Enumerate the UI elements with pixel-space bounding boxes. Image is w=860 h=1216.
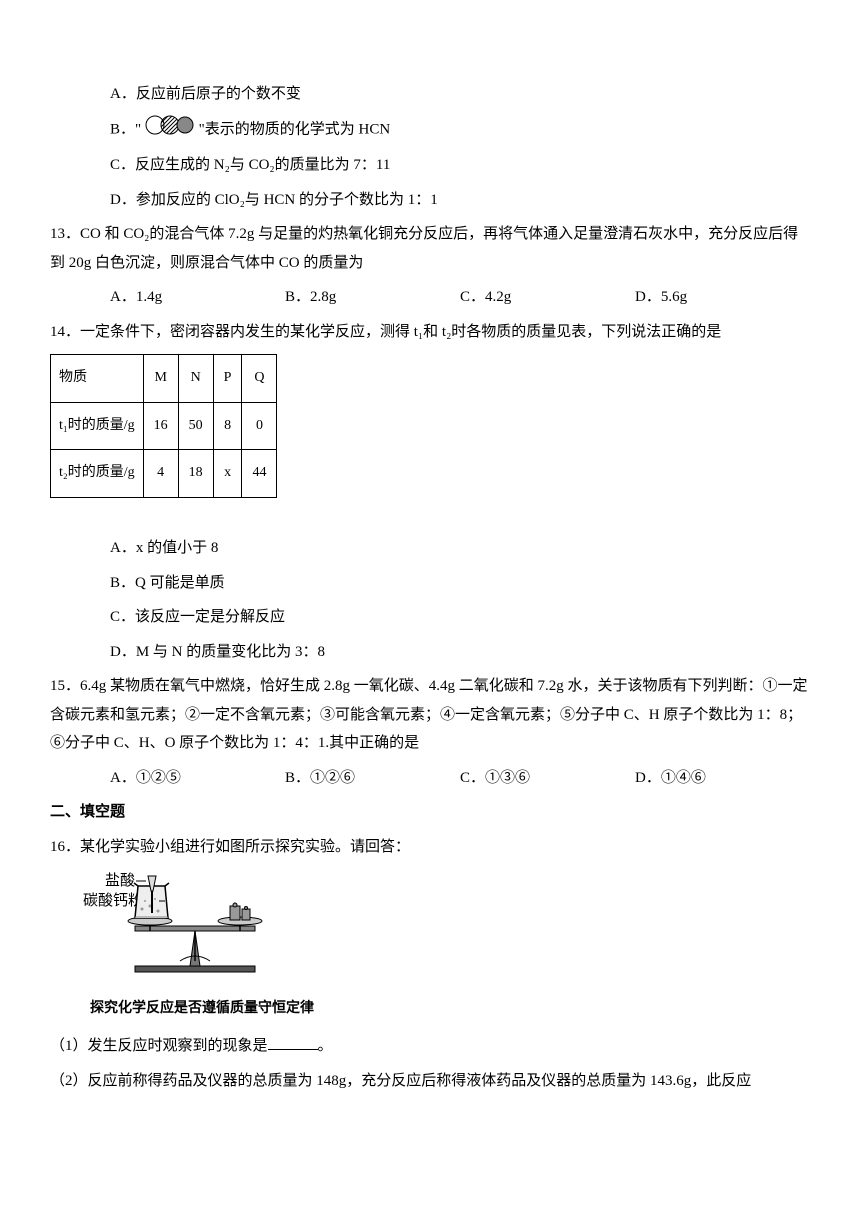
q15-opt-b: B．①②⑥ bbox=[285, 764, 460, 793]
q15-opt-a: A．①②⑤ bbox=[110, 764, 285, 793]
molecule-icon bbox=[145, 115, 195, 146]
q13-opt-d: D．5.6g bbox=[635, 283, 810, 312]
q12-option-b: B．" "表示的物质的化学式为 HCN bbox=[50, 115, 810, 146]
table-cell: N bbox=[178, 355, 213, 403]
table-row: t₂时的质量/g 4 18 x 44 bbox=[51, 450, 277, 498]
q16-text: 16．某化学实验小组进行如图所示探究实验。请回答： bbox=[50, 833, 810, 862]
q14-option-d: D．M 与 N 的质量变化比为 3：8 bbox=[50, 638, 810, 667]
q14-option-c: C．该反应一定是分解反应 bbox=[50, 603, 810, 632]
table-row: t₁时的质量/g 16 50 8 0 bbox=[51, 402, 277, 450]
q12-option-a: A．反应前后原子的个数不变 bbox=[50, 80, 810, 109]
q16-sub1-suffix: 。 bbox=[318, 1038, 333, 1054]
blank-field bbox=[268, 1034, 318, 1050]
q16-diagram: 盐酸 碳酸钙粉末 探究 bbox=[80, 871, 810, 1022]
q13-options: A．1.4g B．2.8g C．4.2g D．5.6g bbox=[50, 283, 810, 312]
table-cell: 18 bbox=[178, 450, 213, 498]
q12-option-d: D．参加反应的 ClO₂与 HCN 的分子个数比为 1：1 bbox=[50, 186, 810, 215]
table-cell: 16 bbox=[143, 402, 178, 450]
q12-optb-suffix: "表示的物质的化学式为 HCN bbox=[199, 121, 391, 137]
q13-text: 13．CO 和 CO₂的混合气体 7.2g 与足量的灼热氧化铜充分反应后，再将气… bbox=[50, 220, 810, 277]
table-cell: 50 bbox=[178, 402, 213, 450]
q15-options: A．①②⑤ B．①②⑥ C．①③⑥ D．①④⑥ bbox=[50, 764, 810, 793]
q15-opt-d: D．①④⑥ bbox=[635, 764, 810, 793]
table-cell: x bbox=[213, 450, 242, 498]
acid-label: 盐酸 bbox=[105, 872, 135, 889]
q15-text: 15．6.4g 某物质在氧气中燃烧，恰好生成 2.8g 一氧化碳、4.4g 二氧… bbox=[50, 672, 810, 758]
table-cell: P bbox=[213, 355, 242, 403]
table-header: t₂时的质量/g bbox=[51, 450, 144, 498]
table-cell: Q bbox=[242, 355, 277, 403]
q15-opt-c: C．①③⑥ bbox=[460, 764, 635, 793]
q14-table: 物质 M N P Q t₁时的质量/g 16 50 8 0 t₂时的质量/g 4… bbox=[50, 354, 277, 498]
q12-option-c: C．反应生成的 N₂与 CO₂的质量比为 7：11 bbox=[50, 151, 810, 180]
q16-sub2: （2）反应前称得药品及仪器的总质量为 148g，充分反应后称得液体药品及仪器的总… bbox=[50, 1067, 810, 1096]
q13-opt-b: B．2.8g bbox=[285, 283, 460, 312]
table-cell: 0 bbox=[242, 402, 277, 450]
q14-option-a: A．x 的值小于 8 bbox=[50, 534, 810, 563]
table-cell: M bbox=[143, 355, 178, 403]
q14-text: 14．一定条件下，密闭容器内发生的某化学反应，测得 t₁和 t₂时各物质的质量见… bbox=[50, 318, 810, 347]
q13-opt-a: A．1.4g bbox=[110, 283, 285, 312]
q16-sub1: （1）发生反应时观察到的现象是 。 bbox=[50, 1032, 810, 1061]
table-cell: 44 bbox=[242, 450, 277, 498]
q13-opt-c: C．4.2g bbox=[460, 283, 635, 312]
q14-option-b: B．Q 可能是单质 bbox=[50, 569, 810, 598]
table-cell: 4 bbox=[143, 450, 178, 498]
table-row: 物质 M N P Q bbox=[51, 355, 277, 403]
table-cell: 8 bbox=[213, 402, 242, 450]
q12-optb-prefix: B．" bbox=[110, 121, 141, 137]
table-header: 物质 bbox=[51, 355, 144, 403]
section-2-header: 二、填空题 bbox=[50, 798, 810, 827]
q16-sub1-prefix: （1）发生反应时观察到的现象是 bbox=[50, 1038, 268, 1054]
table-header: t₁时的质量/g bbox=[51, 402, 144, 450]
q16-caption: 探究化学反应是否遵循质量守恒定律 bbox=[80, 996, 810, 1023]
